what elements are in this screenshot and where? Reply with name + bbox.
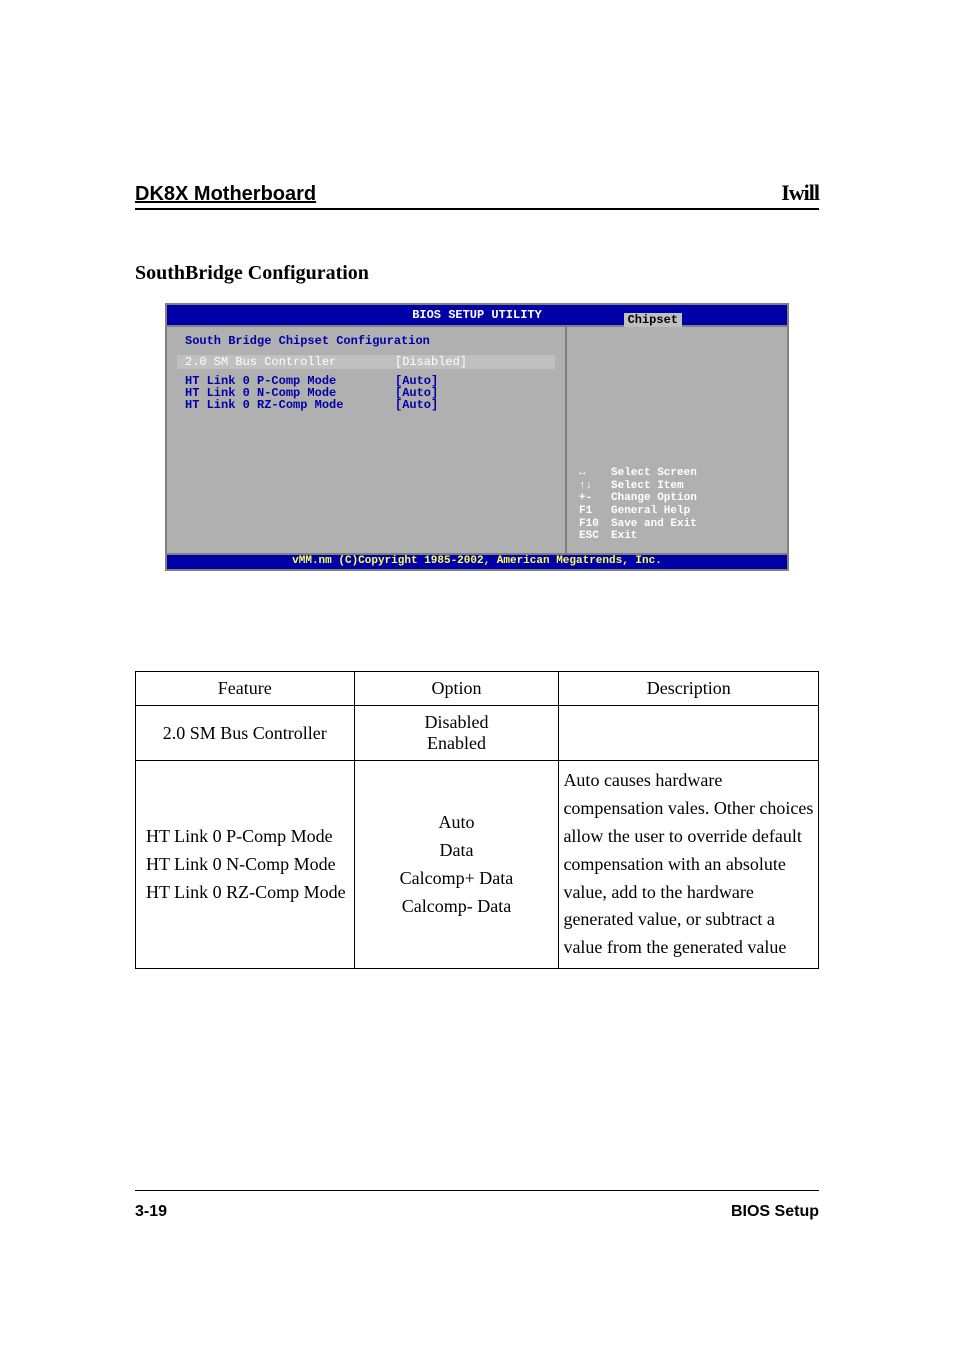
feature-table: Feature Option Description 2.0 SM Bus Co… — [135, 671, 819, 969]
cell-feature: HT Link 0 P-Comp Mode HT Link 0 N-Comp M… — [136, 761, 355, 969]
help-line: F1General Help — [579, 505, 777, 518]
bios-titlebar: BIOS SETUP UTILITY Chipset — [167, 305, 787, 325]
cell-option: Disabled Enabled — [354, 706, 559, 761]
bios-selected-item: 2.0 SM Bus Controller [Disabled] — [177, 355, 555, 369]
bios-help-panel: ↔Select Screen ↑↓Select Item +-Change Op… — [565, 327, 787, 553]
col-header-feature: Feature — [136, 672, 355, 706]
cell-description — [559, 706, 819, 761]
bios-item-value: [Auto] — [395, 399, 438, 411]
table-header-row: Feature Option Description — [136, 672, 819, 706]
bios-item-row: HT Link 0 RZ-Comp Mode [Auto] — [177, 399, 555, 411]
page-header: DK8X Motherboard Iwill — [135, 180, 819, 210]
section-title: SouthBridge Configuration — [135, 262, 819, 285]
bios-item-label: HT Link 0 RZ-Comp Mode — [185, 399, 395, 411]
help-line: ESCExit — [579, 530, 777, 543]
col-header-description: Description — [559, 672, 819, 706]
cell-option: Auto Data Calcomp+ Data Calcomp- Data — [354, 761, 559, 969]
product-title: DK8X Motherboard — [135, 183, 316, 206]
help-line: ↔Select Screen — [579, 467, 777, 480]
help-line: F10Save and Exit — [579, 518, 777, 531]
col-header-option: Option — [354, 672, 559, 706]
bios-utility-title: BIOS SETUP UTILITY — [412, 309, 542, 321]
bios-selected-value: [Disabled] — [395, 356, 467, 368]
bios-panel-title: South Bridge Chipset Configuration — [177, 335, 555, 347]
bios-copyright-footer: vMM.nm (C)Copyright 1985-2002, American … — [167, 553, 787, 569]
table-row: 2.0 SM Bus Controller Disabled Enabled — [136, 706, 819, 761]
bios-menu-tab: Chipset — [624, 313, 682, 327]
cell-feature: 2.0 SM Bus Controller — [136, 706, 355, 761]
help-line: ↑↓Select Item — [579, 480, 777, 493]
help-line: +-Change Option — [579, 492, 777, 505]
brand-logo: Iwill — [781, 180, 819, 206]
bios-left-panel: South Bridge Chipset Configuration 2.0 S… — [167, 327, 565, 553]
bios-screenshot: BIOS SETUP UTILITY Chipset South Bridge … — [165, 303, 789, 571]
table-row: HT Link 0 P-Comp Mode HT Link 0 N-Comp M… — [136, 761, 819, 969]
bios-selected-label: 2.0 SM Bus Controller — [185, 356, 395, 368]
page-footer: 3-19 BIOS Setup — [135, 1190, 819, 1221]
cell-description: Auto causes hardware compensation vales.… — [559, 761, 819, 969]
footer-section-name: BIOS Setup — [731, 1203, 819, 1221]
bios-help-keys: ↔Select Screen ↑↓Select Item +-Change Op… — [579, 467, 777, 543]
page-number: 3-19 — [135, 1203, 167, 1221]
bios-body: South Bridge Chipset Configuration 2.0 S… — [167, 325, 787, 553]
